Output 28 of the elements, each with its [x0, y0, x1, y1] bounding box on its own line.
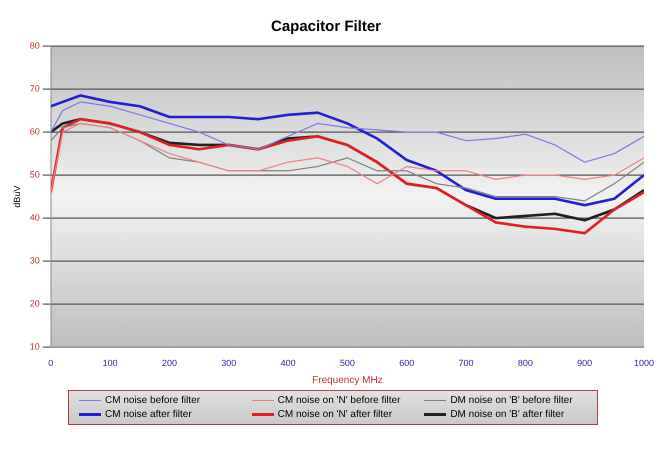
chart-title: Capacitor Filter [270, 18, 382, 36]
y-tick-label: 60 [30, 126, 40, 137]
x-tick-label: 200 [162, 358, 177, 368]
y-tick-label: 20 [30, 298, 40, 309]
y-tick-label: 70 [30, 84, 40, 94]
x-tick-label: 1000 [634, 358, 654, 368]
x-tick-label: 500 [340, 358, 355, 368]
legend-label: DM noise on 'B' before filter [450, 395, 573, 406]
legend-label: CM noise after filter [105, 409, 192, 420]
y-tick-label: 50 [30, 170, 40, 180]
x-tick-label: 300 [221, 358, 236, 368]
legend-label: CM noise before filter [105, 395, 200, 406]
y-tick-label: 40 [30, 212, 40, 223]
legend-label: DM noise on 'B' after filter [450, 409, 564, 420]
x-axis-title: Frequency MHz [312, 374, 383, 386]
y-tick-label: 10 [30, 342, 40, 352]
y-tick-label: 80 [30, 40, 40, 50]
x-tick-label: 900 [577, 358, 592, 368]
legend-label: CM noise on 'N' after filter [278, 409, 392, 420]
x-tick-label: 700 [458, 358, 474, 368]
x-tick-label: 100 [102, 358, 118, 368]
x-tick-label: 800 [518, 358, 533, 368]
y-axis-title: dBuV [12, 186, 22, 208]
x-tick-label: 600 [399, 358, 414, 368]
x-tick-label: 400 [280, 358, 296, 368]
y-tick-label: 30 [30, 256, 40, 266]
legend-label: CM noise on 'N' before filter [278, 395, 400, 406]
x-tick-label: 0 [48, 358, 54, 368]
